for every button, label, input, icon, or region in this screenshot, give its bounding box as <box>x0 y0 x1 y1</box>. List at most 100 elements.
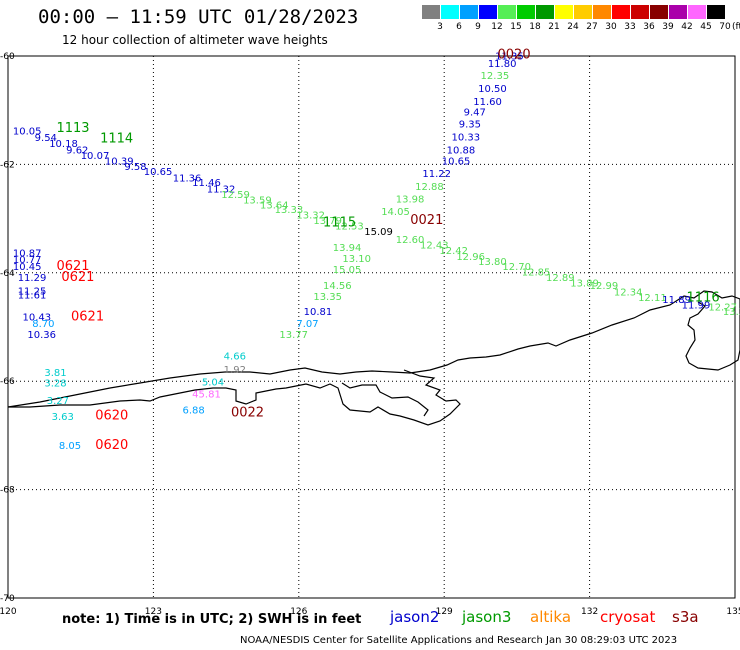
wave-height-label: 9.47 <box>464 108 486 119</box>
wave-height-label: 10.50 <box>478 84 507 95</box>
wave-height-label: 10.65 <box>442 156 471 167</box>
wave-height-label: 11.29 <box>18 273 47 284</box>
pass-time-label: 0620 <box>95 438 128 453</box>
wave-height-label: 10.81 <box>304 307 333 318</box>
map-subtitle: 12 hour collection of altimeter wave hei… <box>62 33 328 47</box>
wave-height-label: 13.80 <box>478 257 507 268</box>
scale-label: 21 <box>548 22 560 32</box>
wave-height-label: 6.88 <box>182 406 204 417</box>
mission-jason2: jason2 <box>390 608 440 626</box>
wave-height-label: 10.07 <box>81 151 110 162</box>
pass-time-label: 0621 <box>71 309 104 324</box>
scale-label: 33 <box>624 22 636 32</box>
graticule <box>7 55 736 599</box>
wave-height-label: 12.89 <box>546 273 575 284</box>
wave-height-label: 12.70 <box>502 262 531 273</box>
wave-height-label: 10.87 <box>13 249 42 260</box>
scale-label: 70 <box>719 22 731 32</box>
wave-height-label: 8.05 <box>59 441 81 452</box>
longitude-tick-label: 120 <box>0 607 17 617</box>
scale-swatch <box>688 5 706 19</box>
scale-swatch <box>574 5 592 19</box>
scale-label: 27 <box>586 22 598 32</box>
coastline-shelf <box>8 369 461 426</box>
wave-height-label: 11.36 <box>173 174 202 185</box>
wave-height-label: 10.45 <box>13 262 42 273</box>
pass-time-label: 1115 <box>323 216 356 231</box>
wave-height-label: 13.32 <box>296 211 325 222</box>
wave-height-label: 10.05 <box>13 127 42 138</box>
wave-height-label: 11.89 <box>662 295 691 306</box>
wave-height-label: 11.99 <box>682 301 711 312</box>
wave-height-label: 12.35 <box>481 71 510 82</box>
wave-height-label: 13.98 <box>396 194 425 205</box>
scale-label: 30 <box>605 22 617 32</box>
latitude-tick-label: -60 <box>0 52 15 62</box>
wave-height-label: 12.85 <box>522 268 551 279</box>
wave-height-label: 12.11 <box>638 293 667 304</box>
scale-unit: (ft) <box>732 22 740 32</box>
wave-height-label: 12.34 <box>614 288 643 299</box>
wave-height-label: 10.36 <box>27 330 56 341</box>
wave-height-label: 12.96 <box>456 252 485 263</box>
wave-height-label: 11.61 <box>18 290 47 301</box>
pass-time-label: 0020 <box>498 48 531 63</box>
pass-time-label: 1116 <box>687 291 720 306</box>
scale-swatch <box>650 5 668 19</box>
wave-height-label: 11.25 <box>18 286 47 297</box>
pass-time-labels: 0020002111151116002211131114062106210621… <box>56 48 719 453</box>
wave-height-label: 9.62 <box>66 146 88 157</box>
pass-time-label: 0022 <box>231 405 264 420</box>
scale-label: 9 <box>475 22 481 32</box>
wave-height-label: 12.99 <box>590 281 619 292</box>
pass-time-label: 0621 <box>61 270 94 285</box>
axis-tick-labels: 120 123 126 129 132 135 -60 -62 -64 -66 -68 -70 <box>0 52 740 617</box>
mission-s3a: s3a <box>672 608 699 626</box>
scale-label: 18 <box>529 22 541 32</box>
wave-height-labels: 10.059.5410.189.6210.0710.399.5810.6511.… <box>13 51 740 452</box>
wave-height-label: 3.63 <box>52 412 74 423</box>
wave-height-label: 11.32 <box>207 185 236 196</box>
latitude-tick-label: -62 <box>0 160 15 170</box>
scale-swatch <box>669 5 687 19</box>
latitude-tick-label: -70 <box>0 594 15 604</box>
scale-swatch <box>422 5 440 19</box>
wave-height-label: 3.28 <box>44 379 66 390</box>
latitude-tick-label: -64 <box>0 269 15 279</box>
pass-time-label: 1114 <box>100 132 133 147</box>
wave-height-label: 12.59 <box>221 190 250 201</box>
wave-height-label: 11.60 <box>473 97 502 108</box>
wave-height-label: 14.05 <box>381 207 410 218</box>
longitude-tick-label: 135 <box>726 607 740 617</box>
latitude-tick-label: -68 <box>0 486 15 496</box>
longitude-tick-label: 126 <box>290 607 307 617</box>
wave-height-label: 13.64 <box>260 200 289 211</box>
wave-height-label: 12.60 <box>396 235 425 246</box>
wave-height-label: 9.58 <box>124 162 146 173</box>
map-title: 00:00 – 11:59 UTC 01/28/2023 <box>38 6 359 28</box>
wave-height-label: 3.81 <box>44 368 66 379</box>
longitude-tick-label: 129 <box>436 607 453 617</box>
scale-swatch <box>555 5 573 19</box>
coastline-inlet <box>341 382 429 417</box>
wave-height-label: 10.88 <box>447 146 476 157</box>
map-frame <box>7 55 736 599</box>
mission-jason3: jason3 <box>462 608 512 626</box>
wave-height-label: 13.94 <box>333 243 362 254</box>
scale-label: 39 <box>662 22 674 32</box>
wave-height-label: 13.10 <box>342 254 371 265</box>
wave-height-label: 11.22 <box>422 169 451 180</box>
mission-cryosat: cryosat <box>600 608 656 626</box>
wave-height-label: 11.35 <box>495 51 524 62</box>
wave-height-label: 13.33 <box>275 205 304 216</box>
scale-label: 12 <box>491 22 503 32</box>
wave-height-label: 11.80 <box>488 59 517 70</box>
wave-height-label: 12.88 <box>415 182 444 193</box>
scale-label: 42 <box>681 22 693 32</box>
wave-height-label: 10.77 <box>13 255 42 266</box>
wave-height-label: 10.65 <box>144 167 173 178</box>
scale-label: 6 <box>456 22 462 32</box>
wave-height-label: 7.07 <box>296 319 318 330</box>
wave-height-label: 1.92 <box>224 365 246 376</box>
